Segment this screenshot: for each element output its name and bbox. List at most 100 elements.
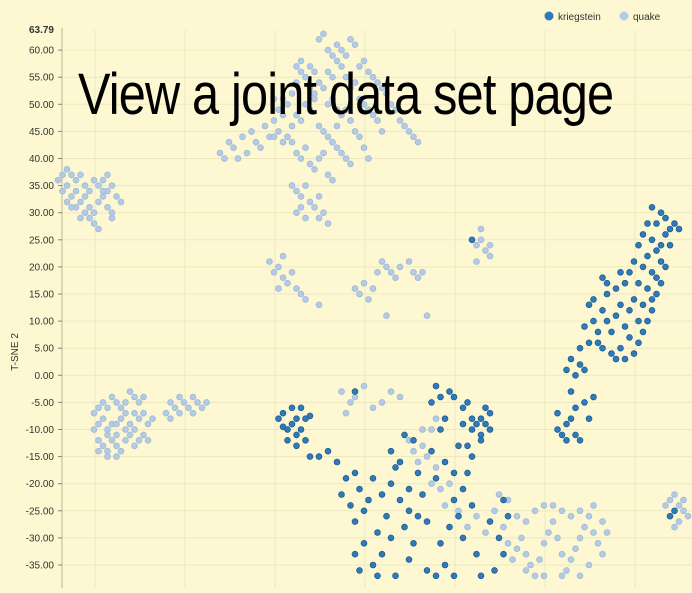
point-kriegstein[interactable] bbox=[455, 442, 462, 450]
point-quake[interactable] bbox=[131, 393, 138, 401]
point-quake[interactable] bbox=[374, 79, 381, 86]
point-quake[interactable] bbox=[387, 388, 395, 395]
point-quake[interactable] bbox=[486, 252, 494, 260]
point-quake[interactable] bbox=[306, 198, 314, 206]
point-kriegstein[interactable] bbox=[302, 436, 309, 444]
point-quake[interactable] bbox=[149, 415, 156, 423]
point-kriegstein[interactable] bbox=[279, 409, 287, 417]
point-quake[interactable] bbox=[315, 193, 323, 200]
point-quake[interactable] bbox=[320, 84, 327, 92]
point-quake[interactable] bbox=[297, 290, 305, 298]
point-quake[interactable] bbox=[419, 442, 426, 450]
point-kriegstein[interactable] bbox=[657, 258, 665, 265]
point-kriegstein[interactable] bbox=[594, 339, 602, 347]
point-quake[interactable] bbox=[329, 176, 336, 184]
point-kriegstein[interactable] bbox=[635, 241, 642, 249]
point-quake[interactable] bbox=[122, 409, 129, 417]
point-kriegstein[interactable] bbox=[554, 426, 561, 433]
point-quake[interactable] bbox=[351, 393, 359, 401]
point-quake[interactable] bbox=[423, 453, 431, 460]
point-kriegstein[interactable] bbox=[459, 534, 467, 542]
point-kriegstein[interactable] bbox=[639, 263, 647, 271]
point-kriegstein[interactable] bbox=[432, 572, 440, 580]
point-quake[interactable] bbox=[293, 285, 300, 292]
point-kriegstein[interactable] bbox=[459, 420, 467, 428]
point-kriegstein[interactable] bbox=[635, 339, 642, 347]
point-quake[interactable] bbox=[302, 73, 309, 81]
point-kriegstein[interactable] bbox=[644, 285, 651, 292]
point-quake[interactable] bbox=[540, 572, 548, 580]
point-quake[interactable] bbox=[99, 193, 107, 200]
point-kriegstein[interactable] bbox=[491, 567, 498, 574]
point-quake[interactable] bbox=[135, 415, 143, 423]
point-quake[interactable] bbox=[360, 101, 368, 108]
point-quake[interactable] bbox=[405, 258, 413, 265]
point-kriegstein[interactable] bbox=[410, 539, 417, 547]
point-quake[interactable] bbox=[518, 534, 525, 542]
point-kriegstein[interactable] bbox=[648, 236, 656, 244]
point-quake[interactable] bbox=[383, 90, 390, 97]
point-kriegstein[interactable] bbox=[351, 469, 359, 477]
point-kriegstein[interactable] bbox=[590, 393, 597, 401]
point-kriegstein[interactable] bbox=[365, 496, 372, 504]
point-quake[interactable] bbox=[99, 399, 107, 406]
point-quake[interactable] bbox=[360, 382, 368, 390]
point-kriegstein[interactable] bbox=[477, 436, 485, 444]
point-quake[interactable] bbox=[320, 149, 327, 157]
point-quake[interactable] bbox=[104, 426, 111, 433]
point-kriegstein[interactable] bbox=[315, 453, 323, 460]
point-kriegstein[interactable] bbox=[563, 436, 570, 444]
point-quake[interactable] bbox=[95, 420, 102, 428]
point-quake[interactable] bbox=[77, 214, 84, 222]
point-quake[interactable] bbox=[441, 502, 449, 509]
point-kriegstein[interactable] bbox=[369, 474, 377, 482]
point-quake[interactable] bbox=[414, 458, 422, 466]
point-kriegstein[interactable] bbox=[500, 550, 507, 558]
point-quake[interactable] bbox=[383, 263, 390, 271]
point-quake[interactable] bbox=[315, 122, 323, 130]
point-kriegstein[interactable] bbox=[590, 296, 597, 303]
point-kriegstein[interactable] bbox=[450, 496, 458, 504]
point-quake[interactable] bbox=[81, 209, 89, 217]
point-quake[interactable] bbox=[162, 409, 170, 417]
point-quake[interactable] bbox=[342, 52, 350, 59]
point-kriegstein[interactable] bbox=[585, 415, 593, 423]
point-quake[interactable] bbox=[315, 155, 323, 162]
point-quake[interactable] bbox=[288, 182, 296, 189]
point-quake[interactable] bbox=[185, 404, 192, 412]
point-kriegstein[interactable] bbox=[464, 469, 471, 477]
point-quake[interactable] bbox=[108, 209, 116, 217]
point-quake[interactable] bbox=[558, 550, 566, 558]
point-quake[interactable] bbox=[99, 415, 107, 423]
point-quake[interactable] bbox=[261, 122, 269, 130]
point-quake[interactable] bbox=[131, 426, 138, 433]
point-kriegstein[interactable] bbox=[441, 415, 449, 423]
point-quake[interactable] bbox=[540, 539, 548, 547]
point-quake[interactable] bbox=[531, 507, 539, 515]
point-quake[interactable] bbox=[113, 193, 120, 200]
point-quake[interactable] bbox=[302, 214, 309, 222]
point-quake[interactable] bbox=[239, 133, 246, 141]
point-kriegstein[interactable] bbox=[603, 279, 611, 287]
point-quake[interactable] bbox=[284, 133, 291, 141]
point-kriegstein[interactable] bbox=[396, 496, 404, 504]
point-kriegstein[interactable] bbox=[599, 274, 606, 282]
point-kriegstein[interactable] bbox=[608, 328, 615, 336]
point-kriegstein[interactable] bbox=[635, 317, 642, 325]
point-quake[interactable] bbox=[338, 111, 345, 119]
point-quake[interactable] bbox=[194, 399, 201, 406]
point-quake[interactable] bbox=[522, 550, 530, 558]
point-quake[interactable] bbox=[140, 431, 147, 439]
point-kriegstein[interactable] bbox=[567, 415, 575, 423]
point-quake[interactable] bbox=[432, 415, 440, 423]
point-quake[interactable] bbox=[81, 182, 89, 189]
point-kriegstein[interactable] bbox=[612, 312, 620, 320]
point-quake[interactable] bbox=[59, 187, 66, 195]
point-quake[interactable] bbox=[428, 480, 435, 488]
point-quake[interactable] bbox=[63, 198, 71, 206]
legend-swatch-quake[interactable] bbox=[619, 11, 629, 21]
point-quake[interactable] bbox=[365, 106, 372, 113]
point-quake[interactable] bbox=[464, 523, 471, 531]
point-quake[interactable] bbox=[419, 426, 426, 433]
point-quake[interactable] bbox=[536, 556, 543, 563]
